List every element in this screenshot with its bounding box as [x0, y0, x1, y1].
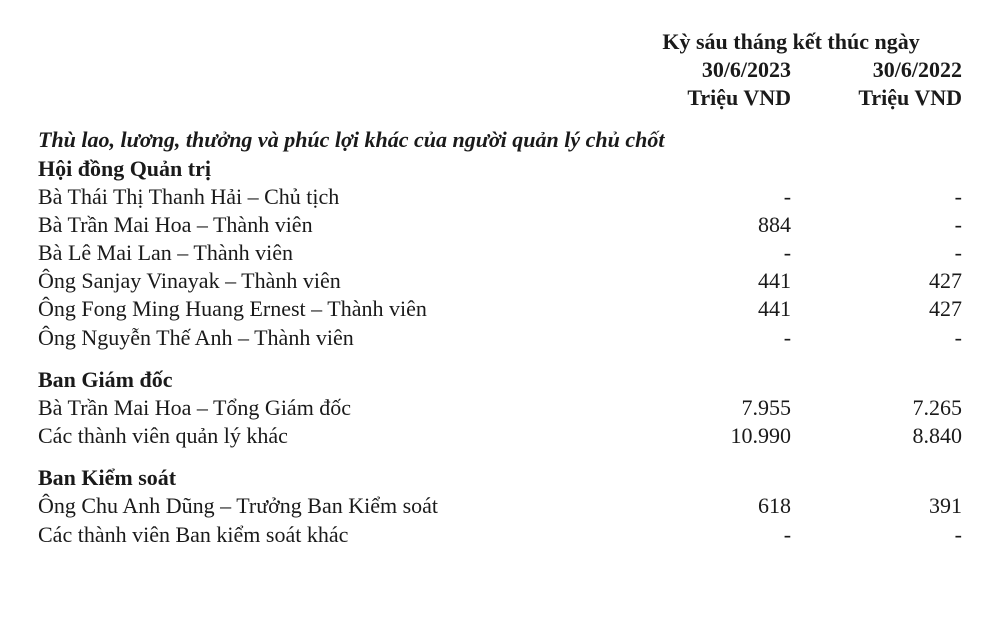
header-col1-date: 30/6/2023	[620, 56, 791, 84]
row-label: Ông Sanjay Vinayak – Thành viên	[38, 267, 620, 295]
header-unit-row: Triệu VND Triệu VND	[38, 84, 962, 112]
row-value-2023: -	[620, 521, 791, 549]
row-label: Bà Thái Thị Thanh Hải – Chủ tịch	[38, 183, 620, 211]
header-super-row: Kỳ sáu tháng kết thúc ngày	[38, 28, 962, 56]
table-row: Các thành viên Ban kiểm soát khác - -	[38, 521, 962, 549]
header-col1-unit: Triệu VND	[620, 84, 791, 112]
audit-title-row: Ban Kiểm soát	[38, 464, 962, 492]
header-date-row: 30/6/2023 30/6/2022	[38, 56, 962, 84]
table-row: Ông Chu Anh Dũng – Trưởng Ban Kiểm soát …	[38, 492, 962, 520]
row-value-2022: -	[791, 239, 962, 267]
board-title: Hội đồng Quản trị	[38, 155, 620, 183]
row-value-2023: -	[620, 324, 791, 352]
compensation-table-page: Kỳ sáu tháng kết thúc ngày 30/6/2023 30/…	[0, 0, 1000, 579]
table-row: Ông Nguyễn Thế Anh – Thành viên - -	[38, 324, 962, 352]
row-value-2022: -	[791, 521, 962, 549]
row-value-2022: 391	[791, 492, 962, 520]
row-label: Các thành viên Ban kiểm soát khác	[38, 521, 620, 549]
row-value-2023: 441	[620, 267, 791, 295]
row-label: Ông Nguyễn Thế Anh – Thành viên	[38, 324, 620, 352]
table-row: Bà Thái Thị Thanh Hải – Chủ tịch - -	[38, 183, 962, 211]
row-label: Ông Fong Ming Huang Ernest – Thành viên	[38, 295, 620, 323]
row-value-2022: 427	[791, 267, 962, 295]
row-value-2022: -	[791, 324, 962, 352]
table-row: Bà Trần Mai Hoa – Tổng Giám đốc 7.955 7.…	[38, 394, 962, 422]
table-caption: Thù lao, lương, thưởng và phúc lợi khác …	[38, 126, 962, 154]
table-row: Ông Sanjay Vinayak – Thành viên 441 427	[38, 267, 962, 295]
row-value-2022: 8.840	[791, 422, 962, 450]
row-value-2022: 7.265	[791, 394, 962, 422]
header-col2-unit: Triệu VND	[791, 84, 962, 112]
mgmt-title-row: Ban Giám đốc	[38, 366, 962, 394]
header-super: Kỳ sáu tháng kết thúc ngày	[620, 28, 962, 56]
mgmt-title: Ban Giám đốc	[38, 366, 620, 394]
row-value-2022: -	[791, 211, 962, 239]
row-value-2023: -	[620, 239, 791, 267]
row-value-2023: -	[620, 183, 791, 211]
board-title-row: Hội đồng Quản trị	[38, 155, 962, 183]
row-label: Các thành viên quản lý khác	[38, 422, 620, 450]
table-row: Ông Fong Ming Huang Ernest – Thành viên …	[38, 295, 962, 323]
row-value-2023: 884	[620, 211, 791, 239]
caption-row: Thù lao, lương, thưởng và phúc lợi khác …	[38, 126, 962, 154]
table-row: Bà Lê Mai Lan – Thành viên - -	[38, 239, 962, 267]
row-value-2022: -	[791, 183, 962, 211]
row-value-2023: 7.955	[620, 394, 791, 422]
row-label: Ông Chu Anh Dũng – Trưởng Ban Kiểm soát	[38, 492, 620, 520]
row-label: Bà Trần Mai Hoa – Tổng Giám đốc	[38, 394, 620, 422]
row-label: Bà Lê Mai Lan – Thành viên	[38, 239, 620, 267]
row-value-2023: 10.990	[620, 422, 791, 450]
row-value-2023: 618	[620, 492, 791, 520]
header-col2-date: 30/6/2022	[791, 56, 962, 84]
compensation-table: Kỳ sáu tháng kết thúc ngày 30/6/2023 30/…	[38, 28, 962, 549]
row-value-2023: 441	[620, 295, 791, 323]
row-value-2022: 427	[791, 295, 962, 323]
table-row: Bà Trần Mai Hoa – Thành viên 884 -	[38, 211, 962, 239]
audit-title: Ban Kiểm soát	[38, 464, 620, 492]
row-label: Bà Trần Mai Hoa – Thành viên	[38, 211, 620, 239]
table-row: Các thành viên quản lý khác 10.990 8.840	[38, 422, 962, 450]
